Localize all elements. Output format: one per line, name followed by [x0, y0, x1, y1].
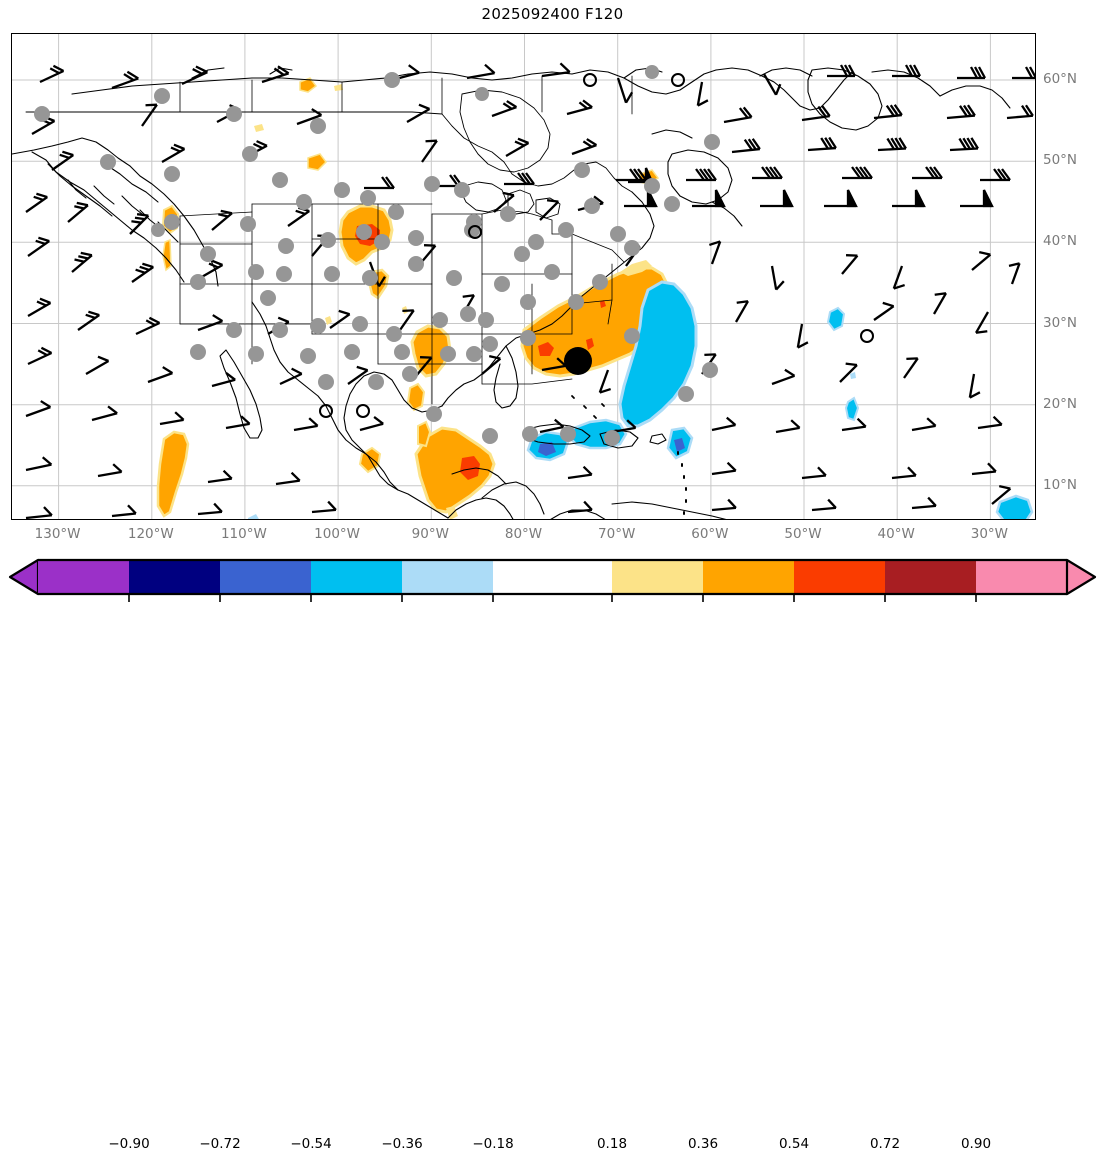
- colorbar-tick-label-0: −0.90: [108, 1136, 150, 1152]
- shaded-region-north-speck-d: [254, 124, 264, 132]
- shaded-region-tiny-c: [446, 506, 458, 519]
- shaded-region-tiny-b: [325, 316, 332, 325]
- shaded-region-atlantic-core-b: [586, 338, 594, 350]
- shaded-region-pac-bottom: [248, 514, 259, 519]
- y-tick-label-4: 20°N: [1043, 396, 1078, 412]
- colorbar-tick-label-7: 0.54: [778, 1136, 810, 1152]
- page-title: 2025092400 F120: [481, 5, 624, 23]
- shaded-region-caribbean-core: [674, 438, 685, 452]
- colorbar-extend-left: [8, 558, 40, 596]
- weather-map-figure: 2025092400 F120: [0, 5, 1105, 1152]
- shaded-region-gulf-small: [406, 382, 426, 412]
- x-tick-label-7: 60°W: [691, 526, 729, 542]
- map-frame: [11, 33, 1036, 520]
- filled-contour-shading: [156, 77, 1034, 519]
- y-tick-label-2: 40°N: [1043, 233, 1078, 249]
- colorbar-tick-label-3: −0.36: [381, 1136, 423, 1152]
- x-tick-label-6: 70°W: [598, 526, 636, 542]
- x-tick-label-4: 90°W: [411, 526, 449, 542]
- colorbar-segments: [38, 560, 1067, 594]
- x-tick-label-5: 80°W: [504, 526, 543, 542]
- shaded-region-atlantic-cyan-a: [826, 306, 846, 332]
- storm-position-dot[interactable]: [564, 347, 592, 375]
- colorbar[interactable]: −0.90 −0.72 −0.54 −0.36 −0.18 0.18 0.36 …: [0, 548, 1105, 1152]
- shaded-region-mexico-east: [417, 420, 432, 448]
- station-markers: [34, 65, 720, 446]
- colorbar-tick-label-9: 0.90: [960, 1136, 992, 1152]
- x-tick-label-8: 50°W: [784, 526, 822, 542]
- shaded-region-central-america-core: [460, 456, 480, 480]
- shaded-region-atlantic-core-c: [600, 300, 606, 308]
- map-plot-area[interactable]: [11, 33, 1036, 520]
- shaded-region-north-speck-e: [334, 84, 343, 91]
- colorbar-ticks: [128, 594, 977, 602]
- colorbar-tick-label-2: −0.54: [290, 1136, 332, 1152]
- colorbar-tick-label-5: 0.18: [596, 1136, 628, 1152]
- shaded-region-north-speck-b: [307, 153, 327, 171]
- y-tick-label-3: 30°N: [1043, 315, 1078, 331]
- map-canvas: [12, 34, 1035, 519]
- colorbar-tick-label-1: −0.72: [199, 1136, 241, 1152]
- shaded-region-caribbean-cyan: [618, 280, 698, 428]
- shaded-region-atlantic-core-a: [538, 342, 554, 356]
- shaded-region-north-speck-a: [299, 77, 318, 93]
- open-circle-markers: [319, 73, 874, 418]
- x-tick-label-10: 30°W: [970, 526, 1009, 542]
- colorbar-tick-label-8: 0.72: [869, 1136, 901, 1152]
- y-tick-label-5: 10°N: [1043, 477, 1078, 493]
- shaded-region-cuba-core: [538, 442, 556, 456]
- shaded-region-atlantic-cyan-b: [844, 396, 860, 422]
- shaded-region-atlantic-cyan-c: [850, 372, 856, 379]
- y-tick-label-1: 50°N: [1043, 152, 1078, 168]
- shaded-region-atlantic-fringe: [620, 260, 652, 276]
- x-tick-label-1: 120°W: [127, 526, 174, 542]
- y-tick-label-0: 60°N: [1043, 71, 1078, 87]
- shaded-region-central-america: [414, 426, 496, 514]
- shaded-region-baja: [156, 430, 190, 518]
- x-tick-label-2: 110°W: [220, 526, 267, 542]
- colorbar-tick-label-6: 0.36: [687, 1136, 719, 1152]
- x-tick-label-0: 130°W: [34, 526, 81, 542]
- colorbar-tick-label-4: −0.18: [472, 1136, 514, 1152]
- x-tick-label-3: 100°W: [314, 526, 361, 542]
- x-tick-label-9: 40°W: [877, 526, 915, 542]
- colorbar-extend-right: [1065, 558, 1097, 596]
- shaded-region-pacific-coast: [162, 238, 172, 272]
- colorbar-outline: [38, 558, 1067, 596]
- colorbar-canvas: [8, 558, 1097, 602]
- shaded-region-far-east-cyan: [995, 494, 1034, 519]
